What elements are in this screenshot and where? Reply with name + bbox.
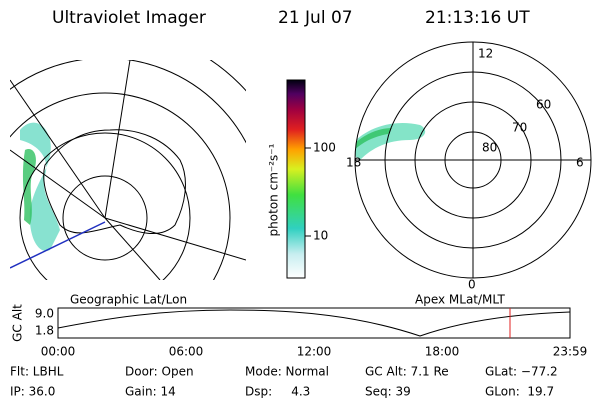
colorbar-tick-label: 10	[313, 229, 328, 243]
polar-label: 18	[346, 156, 361, 170]
colorbar-tick-label: 100	[313, 141, 336, 155]
aurora-core	[355, 128, 392, 152]
status-field: Seq: 39	[365, 385, 411, 399]
y-tick-label: 9.0	[35, 307, 54, 321]
x-tick-label: 00:00	[41, 345, 76, 359]
x-tick-label: 23:59	[553, 345, 588, 359]
polar-grid	[354, 41, 592, 279]
colorbar	[286, 79, 306, 279]
x-tick-label: 18:00	[425, 345, 460, 359]
polar-label: 12	[478, 47, 493, 61]
altitude-axis-label: GC Alt	[11, 304, 25, 342]
status-field: GLon: 19.7	[485, 385, 554, 399]
x-ticks: 00:00 06:00 12:00 18:00 23:59	[41, 345, 588, 359]
ring-label: 70	[512, 121, 527, 135]
status-field: Gain: 14	[125, 385, 176, 399]
status-field: IP: 36.0	[10, 385, 55, 399]
time: 21:13:16 UT	[425, 8, 530, 28]
status: Flt: LBHL Door: Open Mode: Normal GC Alt: 7…	[10, 365, 558, 399]
polar-label: 6	[576, 156, 584, 170]
status-field: Mode: Normal	[245, 365, 329, 379]
y-tick-label: 1.8	[35, 324, 54, 338]
colorbar-label: photon cm⁻²s⁻¹	[267, 143, 281, 236]
date: 21 Jul 07	[278, 8, 353, 28]
title: Ultraviolet Imager	[52, 8, 206, 28]
altitude-frame	[57, 307, 571, 339]
x-tick-label: 12:00	[297, 345, 332, 359]
ring-label: 60	[536, 98, 551, 112]
status-field: GC Alt: 7.1 Re	[365, 365, 449, 379]
polar-label: 0	[468, 278, 476, 292]
aurora-core	[22, 149, 36, 225]
ring-label: 80	[482, 141, 497, 155]
status-field: Flt: LBHL	[10, 365, 64, 379]
status-field: Dsp: 4.3	[245, 385, 310, 399]
status-field: GLat: −77.2	[485, 365, 558, 379]
geographic-map	[10, 60, 246, 280]
altitude-curve	[57, 309, 571, 337]
status-field: Door: Open	[125, 365, 194, 379]
map-label: Geographic Lat/Lon	[70, 293, 187, 307]
polar-caption: Apex MLat/MLT	[415, 293, 505, 307]
x-tick-label: 06:00	[169, 345, 204, 359]
